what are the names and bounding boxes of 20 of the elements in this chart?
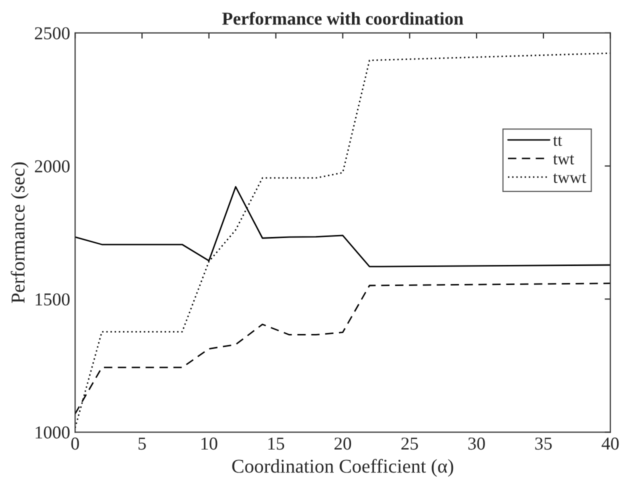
legend-label: tt: [553, 136, 562, 146]
line-series: [75, 52, 610, 429]
x-tick-label: 15: [268, 438, 284, 450]
y-tick-label: 2000: [34, 160, 70, 172]
legend-label: twwt: [553, 173, 586, 184]
y-axis-title: Performance (sec): [10, 162, 29, 303]
x-tick-label: 20: [334, 438, 352, 450]
x-tick-label: 30: [468, 438, 485, 450]
x-tick-label: 10: [201, 438, 218, 450]
y-tick-label: 2500: [34, 27, 70, 40]
y-tick-label: 1500: [36, 293, 70, 306]
x-tick-label: 35: [535, 438, 552, 450]
chart-title: Performance with coordination: [222, 12, 464, 25]
x-tick-label: 25: [401, 438, 418, 450]
legend-label: twt: [553, 154, 574, 164]
x-tick-label: 40: [602, 438, 619, 450]
y-tick-label: 1000: [36, 426, 70, 439]
x-tick-label: 5: [138, 438, 146, 450]
x-axis-title: Coordination Coefficient (α): [232, 458, 454, 477]
x-tick-label: 0: [71, 438, 79, 450]
